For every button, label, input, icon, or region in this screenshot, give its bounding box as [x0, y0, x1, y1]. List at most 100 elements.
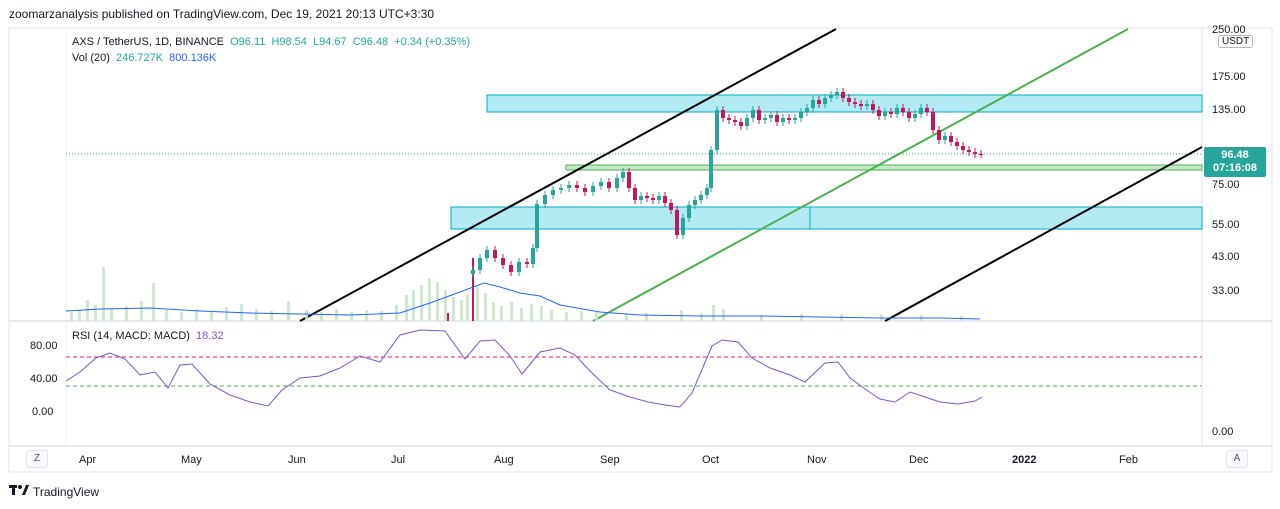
candle-body — [973, 152, 977, 154]
price-tick: 75.00 — [1212, 179, 1240, 191]
candle-body — [615, 178, 619, 188]
close-value: C96.48 — [352, 36, 389, 48]
candle-body — [517, 262, 521, 272]
time-tick: Jun — [288, 454, 306, 466]
candle-body — [471, 270, 475, 274]
time-tick: Oct — [702, 454, 720, 466]
channel-mid-line — [592, 28, 1129, 322]
candle-body — [669, 203, 673, 210]
volume-legend[interactable]: Vol (20) 246.727K 800.136K — [72, 52, 219, 64]
rsi-line — [65, 329, 983, 408]
candle-body — [651, 198, 655, 200]
auto-scale-button[interactable]: A — [1226, 450, 1248, 468]
time-tick: Apr — [79, 454, 97, 466]
time-tick: Feb — [1119, 454, 1138, 466]
candle-body — [531, 248, 535, 264]
time-tick: Sep — [600, 454, 620, 466]
volume-ma-line — [65, 282, 981, 320]
channel-lower-line — [884, 146, 1203, 322]
candle-body — [493, 250, 497, 258]
candle-body — [633, 188, 637, 200]
rsi-tick: 0.00 — [32, 406, 54, 418]
scale-mode-z-button[interactable]: Z — [26, 450, 48, 468]
candle-body — [817, 100, 821, 104]
candle-body — [693, 200, 697, 205]
candle-body — [621, 172, 625, 178]
candle-body — [543, 195, 547, 204]
candle-body — [657, 196, 661, 200]
candle-body — [599, 182, 603, 186]
candle-body — [967, 150, 971, 152]
candle-body — [925, 108, 929, 112]
candle-body — [721, 110, 725, 118]
candle-body — [937, 130, 941, 140]
symbol-name[interactable]: AXS / TetherUS, 1D, BINANCE — [72, 36, 225, 48]
candle-body — [811, 100, 815, 108]
candle-body — [751, 110, 755, 118]
candle-body — [853, 102, 857, 104]
candle-body — [699, 195, 703, 200]
candle-body — [787, 118, 791, 120]
candle-body — [525, 262, 529, 264]
green-zone — [565, 164, 1203, 171]
candle-body — [567, 185, 571, 188]
candle-body — [841, 92, 845, 98]
candle-body — [715, 110, 719, 150]
last-price-tag: 96.48 07:16:08 — [1204, 147, 1266, 177]
candle-body — [575, 185, 579, 188]
candle-body — [889, 112, 893, 114]
volume-ma-value: 800.136K — [169, 52, 217, 64]
candle-body — [847, 98, 851, 102]
time-tick: Aug — [494, 454, 514, 466]
candle-body — [919, 108, 923, 114]
price-tick: 33.00 — [1212, 285, 1240, 297]
candle-body — [551, 190, 555, 195]
price-tick: 175.00 — [1212, 71, 1246, 83]
candle-body — [871, 104, 875, 110]
support-zone — [450, 206, 1203, 230]
candle-body — [501, 258, 505, 265]
candle-body — [865, 104, 869, 106]
candle-body — [907, 112, 911, 118]
bar-countdown: 07:16:08 — [1212, 162, 1258, 174]
rsi-tick: 80.00 — [30, 340, 58, 352]
currency-unit-button[interactable]: USDT — [1218, 35, 1254, 48]
rsi-legend[interactable]: RSI (14, MACD: MACD) 18.32 — [72, 330, 227, 342]
time-tick: Jul — [391, 454, 406, 466]
candle-body — [675, 210, 679, 235]
open-value: O96.11 — [230, 36, 266, 48]
volume-label[interactable]: Vol (20) — [72, 52, 110, 64]
publisher-header: zoomarzanalysis published on TradingView… — [9, 7, 435, 21]
rsi-label[interactable]: RSI (14, MACD: MACD) — [72, 330, 190, 342]
tradingview-logo-icon — [9, 484, 29, 499]
candle-body — [763, 118, 767, 120]
last-price-value: 96.48 — [1221, 149, 1249, 161]
candle-body — [478, 258, 482, 270]
price-tick: 55.00 — [1212, 219, 1240, 231]
candle-body — [485, 250, 489, 258]
candle-body — [943, 136, 947, 140]
rsi-tick-right: 0.00 — [1212, 426, 1234, 438]
symbol-legend[interactable]: AXS / TetherUS, 1D, BINANCE O96.11 H98.5… — [72, 36, 473, 48]
candle-body — [705, 188, 709, 195]
candle-body — [639, 196, 643, 200]
rsi-value: 18.32 — [196, 330, 224, 342]
brand-name: TradingView — [33, 484, 100, 499]
candle-body — [823, 98, 827, 104]
price-tick: 43.00 — [1212, 251, 1240, 263]
candle-body — [913, 114, 917, 118]
candle-body — [805, 108, 809, 112]
candle-body — [781, 118, 785, 122]
candle-body — [757, 110, 761, 120]
candle-body — [663, 196, 667, 203]
candle-body — [681, 218, 685, 235]
candle-body — [829, 95, 833, 98]
time-tick: Nov — [807, 454, 827, 466]
candles — [471, 88, 983, 278]
candle-body — [607, 182, 611, 188]
candle-body — [733, 120, 737, 122]
price-tick-top: 250.00 — [1212, 24, 1246, 36]
candle-body — [955, 142, 959, 146]
candle-body — [877, 110, 881, 116]
